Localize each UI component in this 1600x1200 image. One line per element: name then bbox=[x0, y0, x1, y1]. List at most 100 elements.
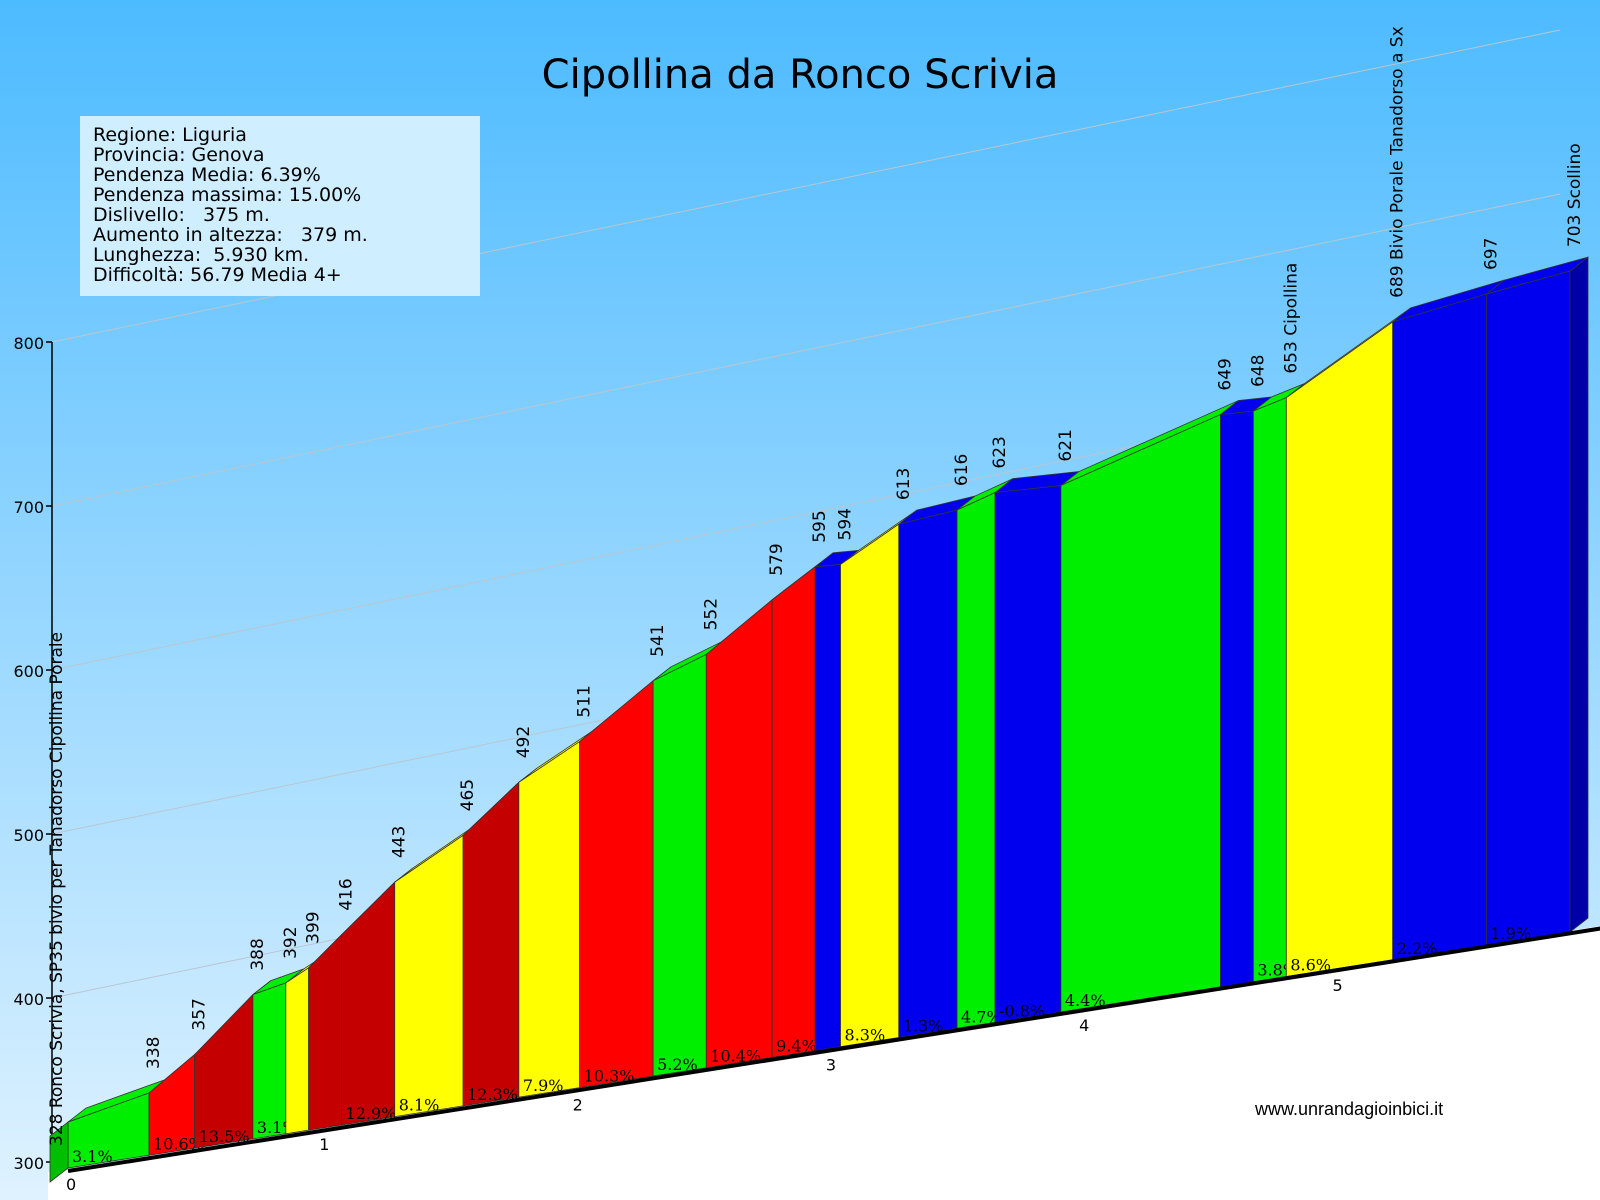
segment-front-face bbox=[518, 740, 581, 1098]
point-label: 357 bbox=[190, 998, 210, 1030]
point-label: 697 bbox=[1481, 238, 1501, 270]
y-tick-label: 700 bbox=[13, 498, 44, 517]
profile-segment: 5.2% bbox=[652, 640, 725, 1077]
segment-grade-label: 1.3% bbox=[903, 1016, 944, 1035]
point-label: 392 bbox=[281, 926, 301, 958]
info-difficolta: Difficoltà: 56.79 Media 4+ bbox=[93, 264, 342, 286]
segment-grade-label: 10.6% bbox=[153, 1134, 204, 1153]
y-tick-label: 800 bbox=[13, 334, 44, 353]
profile-segment: 4.7% bbox=[956, 478, 1014, 1029]
segment-front-face bbox=[1060, 413, 1221, 1013]
info-pendenza-massima: Pendenza massima: 15.00% bbox=[93, 184, 362, 206]
info-regione: Regione: Liguria bbox=[93, 124, 247, 146]
point-label: 689 Bivio Porale Tanadorso a Sx bbox=[1388, 26, 1408, 298]
segment-front-face bbox=[840, 523, 900, 1048]
segment-front-face bbox=[394, 834, 464, 1118]
segment-grade-label: 12.3% bbox=[467, 1085, 518, 1104]
segment-grade-label: 4.7% bbox=[961, 1007, 1002, 1026]
segment-front-face bbox=[705, 598, 773, 1069]
segment-grade-label: 13.5% bbox=[199, 1127, 250, 1146]
point-label: 616 bbox=[952, 454, 972, 486]
profile-segment: 8.1% bbox=[394, 820, 482, 1118]
segment-grade-label: 10.3% bbox=[584, 1067, 635, 1086]
segment-front-face bbox=[462, 781, 520, 1107]
segment-front-face bbox=[994, 485, 1062, 1023]
segment-grade-label: -0.8% bbox=[999, 1001, 1045, 1020]
chart-title: Cipollina da Ronco Scrivia bbox=[541, 52, 1059, 98]
profile-segments: 3.1%10.6%13.5% 3.1%12.9% 8.1%12.3% 7.9%10.3… bbox=[49, 256, 1589, 1183]
segment-front-face bbox=[1285, 321, 1394, 978]
x-tick-label: 0 bbox=[66, 1175, 76, 1194]
x-tick-label: 3 bbox=[826, 1056, 836, 1075]
segment-grade-label: 8.3% bbox=[845, 1026, 886, 1045]
profile-segment: 2.2% bbox=[1392, 279, 1505, 961]
point-label: 595 bbox=[810, 510, 830, 542]
segment-grade-label: 10.4% bbox=[710, 1047, 761, 1066]
point-label: 492 bbox=[514, 726, 534, 758]
point-label: 649 bbox=[1215, 358, 1235, 390]
segment-grade-label: 3.1% bbox=[72, 1147, 113, 1166]
segment-front-face bbox=[1392, 293, 1487, 961]
point-label: 552 bbox=[701, 598, 721, 630]
info-dislivello: Dislivello: 375 m. bbox=[93, 204, 270, 226]
segment-front-face bbox=[1220, 410, 1254, 988]
segment-front-face bbox=[308, 933, 342, 1131]
gridline bbox=[51, 193, 1561, 507]
point-label: 623 bbox=[990, 436, 1010, 468]
point-label: 388 bbox=[248, 938, 268, 970]
segment-front-face bbox=[285, 967, 310, 1135]
point-label: 703 Scollino bbox=[1565, 143, 1585, 247]
segment-grade-label: 4.4% bbox=[1065, 991, 1106, 1010]
y-tick-label: 500 bbox=[13, 826, 44, 845]
x-tick-label: 1 bbox=[319, 1135, 329, 1154]
segment-front-face bbox=[252, 982, 287, 1140]
profile-side-face bbox=[1569, 256, 1589, 933]
point-label: 416 bbox=[337, 878, 357, 910]
point-label: 338 bbox=[144, 1036, 164, 1068]
y-axis: 300 400 500 600 700 800 bbox=[13, 334, 53, 1173]
profile-segment: 10.3% bbox=[579, 666, 672, 1089]
profile-segment: 12.3% bbox=[462, 767, 538, 1107]
point-label: 443 bbox=[390, 826, 410, 858]
segment-grade-label: 8.6% bbox=[1290, 956, 1331, 975]
info-aumento: Aumento in altezza: 379 m. bbox=[93, 224, 368, 246]
x-tick-label: 5 bbox=[1332, 976, 1342, 995]
ground-area bbox=[48, 926, 1600, 1200]
segment-front-face bbox=[1486, 270, 1571, 946]
y-tick-label: 400 bbox=[13, 990, 44, 1009]
point-label: 399 bbox=[304, 911, 324, 943]
website-credit: www.unrandagioinbici.it bbox=[1255, 1099, 1444, 1119]
profile-segment: -0.8% bbox=[993, 471, 1081, 1023]
segment-front-face bbox=[898, 509, 958, 1038]
segment-grade-label: 5.2% bbox=[657, 1055, 698, 1074]
segment-grade-label: 1.9% bbox=[1490, 924, 1531, 943]
segment-front-face bbox=[771, 565, 816, 1058]
x-axis: 0 1 2 3 4 5 bbox=[66, 926, 1600, 1194]
point-label: 541 bbox=[648, 624, 668, 656]
profile-segment: 4.4% bbox=[1060, 400, 1239, 1013]
x-tick-label: 2 bbox=[573, 1095, 583, 1114]
info-provincia: Provincia: Genova bbox=[93, 144, 265, 166]
segment-grade-label: 7.9% bbox=[523, 1076, 564, 1095]
point-label: 653 Cipollina bbox=[1281, 263, 1301, 374]
point-label: 579 bbox=[767, 543, 787, 575]
segment-front-face bbox=[814, 564, 841, 1052]
y-tick-label: 300 bbox=[13, 1154, 44, 1173]
segment-grade-label: 12.9% bbox=[346, 1104, 397, 1123]
point-label: 648 bbox=[1248, 355, 1268, 387]
profile-segment: 1.9% bbox=[1486, 256, 1589, 946]
x-tick-label: 4 bbox=[1079, 1016, 1089, 1035]
y-tick-label: 600 bbox=[13, 662, 44, 681]
segment-grade-label: 8.1% bbox=[399, 1096, 440, 1115]
info-box: Regione: Liguria Provincia: Genova Pende… bbox=[80, 116, 480, 296]
segment-front-face bbox=[1252, 397, 1287, 983]
segment-front-face bbox=[579, 679, 654, 1089]
point-label: 594 bbox=[836, 508, 856, 540]
x-axis-line bbox=[67, 926, 1600, 1173]
point-label: 328 Ronco Scrivia, SP35 bivio per Tanado… bbox=[47, 632, 67, 1146]
info-lunghezza: Lunghezza: 5.930 km. bbox=[93, 244, 310, 266]
segment-front-face bbox=[652, 653, 707, 1077]
profile-start-face bbox=[49, 1121, 69, 1183]
segment-front-face bbox=[956, 491, 996, 1029]
